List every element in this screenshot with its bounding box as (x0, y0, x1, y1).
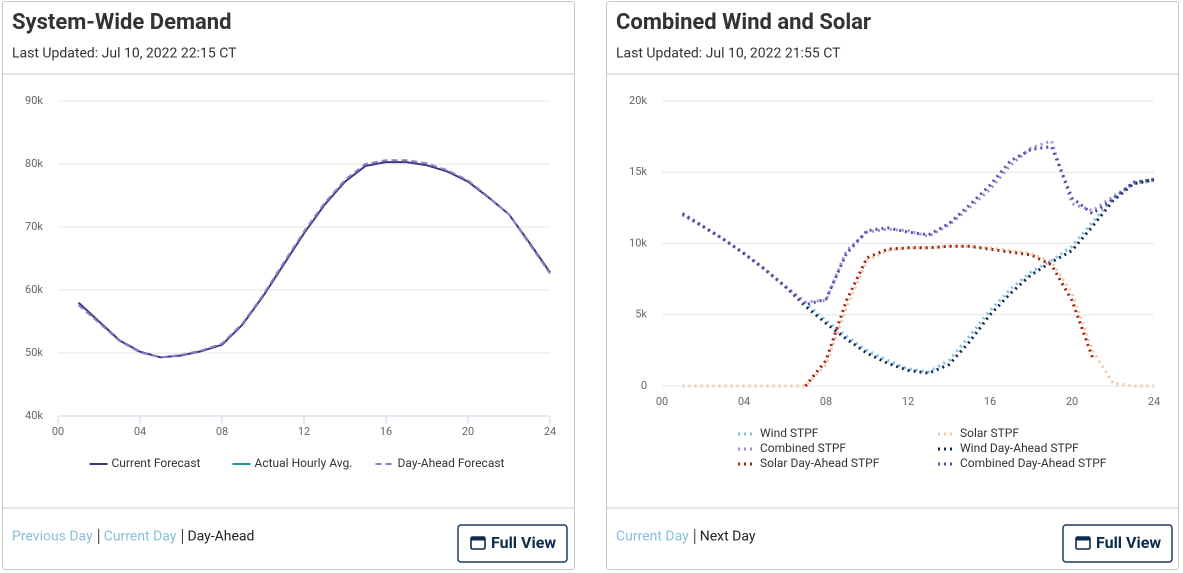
x-tick-label: 24 (544, 425, 556, 438)
nav-link[interactable]: Current Day (104, 529, 177, 545)
window-icon-bar (1076, 537, 1090, 541)
chart-title: Combined Wind and Solar (616, 10, 871, 35)
series-line (77, 159, 551, 359)
series-line (681, 144, 1155, 307)
chart: System-Wide Demand Last Updated: Jul 10,… (3, 10, 574, 563)
legend-label: Solar Day-Ahead STPF (760, 456, 880, 470)
x-tick-label: 08 (216, 425, 228, 438)
full-view-button[interactable]: Full View (457, 524, 568, 563)
x-tick-label: 16 (984, 395, 996, 408)
nav-link[interactable]: Next Day (700, 529, 756, 545)
series-line (682, 244, 1154, 388)
x-tick-label: 20 (462, 425, 474, 438)
nav-link[interactable]: Day-Ahead (187, 529, 254, 545)
series-line (681, 138, 1155, 304)
x-tick-label: 04 (738, 395, 750, 408)
panel: Combined Wind and Solar Last Updated: Ju… (606, 1, 1179, 570)
window-icon-bar (471, 537, 485, 541)
button-frame (457, 524, 568, 563)
series-line (681, 179, 1155, 374)
y-tick-label: 15k (629, 165, 647, 178)
y-tick-label: 20k (629, 94, 647, 107)
button-label: Full View (1096, 533, 1161, 552)
y-tick-label: 50k (25, 346, 43, 359)
x-tick-label: 00 (52, 425, 64, 438)
nav-link[interactable]: Previous Day (12, 529, 93, 545)
legend-label: Day-Ahead Forecast (398, 456, 505, 470)
x-tick-label: 08 (820, 395, 832, 408)
legend-label: Solar STPF (960, 426, 1019, 440)
subtitle: Last Updated: Jul 10, 2022 22:15 CT (12, 46, 237, 62)
subtitle: Last Updated: Jul 10, 2022 21:55 CT (616, 46, 841, 62)
x-tick-label: 00 (656, 395, 668, 408)
legend-label: Combined Day-Ahead STPF (960, 456, 1107, 470)
y-tick-label: 60k (25, 283, 43, 296)
x-tick-label: 12 (902, 395, 914, 408)
y-tick-label: 40k (25, 409, 43, 422)
panel: System-Wide Demand Last Updated: Jul 10,… (2, 1, 575, 570)
y-tick-label: 5k (635, 308, 647, 321)
x-tick-label: 20 (1066, 395, 1078, 408)
full-view-button[interactable]: Full View (1062, 524, 1173, 563)
y-tick-label: 90k (25, 94, 43, 107)
chart-title: System-Wide Demand (12, 10, 232, 35)
y-tick-label: 0 (641, 379, 647, 392)
series-line (681, 177, 1155, 375)
x-tick-label: 24 (1148, 395, 1160, 408)
legend-label: Actual Hourly Avg. (255, 456, 353, 470)
y-tick-label: 10k (629, 236, 647, 249)
x-tick-label: 12 (298, 425, 310, 438)
legend-label: Current Forecast (112, 456, 201, 470)
button-label: Full View (491, 533, 556, 552)
legend-label: Wind STPF (760, 426, 819, 440)
legend-label: Wind Day-Ahead STPF (960, 441, 1079, 455)
button-frame (1062, 524, 1173, 563)
nav-link[interactable]: Current Day (616, 529, 689, 545)
x-tick-label: 04 (134, 425, 146, 438)
series-line (804, 244, 1094, 387)
y-tick-label: 80k (25, 157, 43, 170)
legend-label: Combined STPF (760, 441, 846, 455)
y-tick-label: 70k (25, 220, 43, 233)
series-line (77, 161, 551, 359)
chart: Combined Wind and Solar Last Updated: Ju… (607, 10, 1178, 563)
x-tick-label: 16 (380, 425, 392, 438)
